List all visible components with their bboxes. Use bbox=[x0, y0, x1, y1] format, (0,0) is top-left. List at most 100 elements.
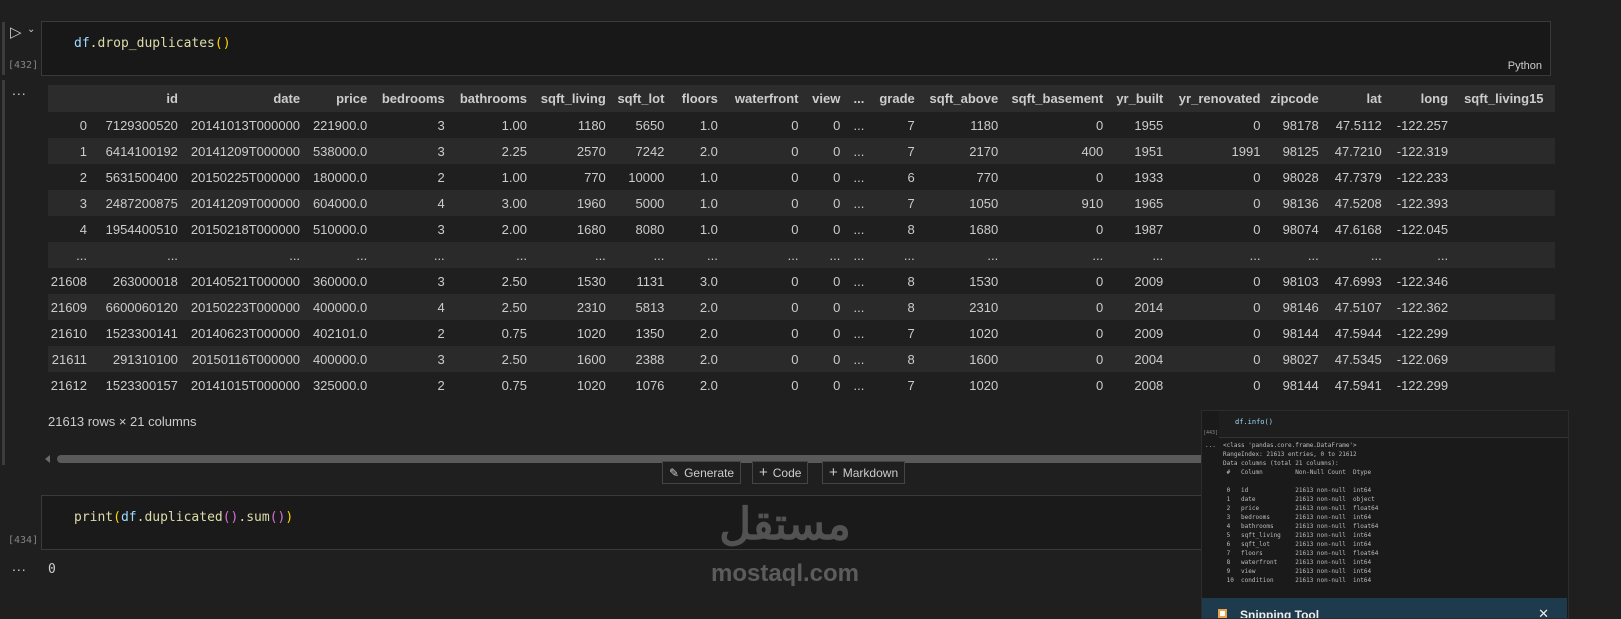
table-cell: 47.5345 bbox=[1334, 351, 1382, 367]
scroll-left-icon[interactable] bbox=[45, 455, 50, 463]
table-cell: ... bbox=[356, 247, 368, 263]
table-cell: 47.5112 bbox=[1335, 117, 1382, 133]
table-cell: ... bbox=[433, 247, 445, 263]
table-cell: 1955 bbox=[1134, 117, 1164, 133]
code-token: .sum bbox=[238, 510, 270, 525]
thumb-info-output: <class 'pandas.core.frame.DataFrame'> Ran… bbox=[1223, 441, 1378, 585]
table-cell: 1020 bbox=[576, 325, 606, 341]
generate-button[interactable]: ✎ Generate bbox=[662, 461, 742, 484]
table-cell: 5000 bbox=[635, 195, 665, 211]
row-index: 2 bbox=[79, 169, 87, 185]
table-row: ........................................… bbox=[48, 242, 1555, 268]
table-cell: ... bbox=[853, 325, 865, 341]
chevron-down-icon[interactable]: ⌄ bbox=[27, 24, 36, 35]
table-cell: 1991 bbox=[1231, 143, 1261, 159]
column-header: sqft_living15 bbox=[1464, 91, 1544, 106]
add-code-button[interactable]: + Code bbox=[752, 461, 809, 484]
table-cell: ... bbox=[1092, 247, 1104, 263]
table-cell: 47.5944 bbox=[1334, 325, 1382, 341]
table-cell: 2.0 bbox=[699, 377, 718, 393]
column-header: view bbox=[812, 91, 841, 106]
row-index: 21609 bbox=[50, 299, 87, 315]
table-cell: 47.5208 bbox=[1334, 195, 1382, 211]
thumb-code-cell: df.info() bbox=[1219, 411, 1568, 438]
table-cell: 0 bbox=[1253, 377, 1261, 393]
run-cell-icon[interactable]: ▷ bbox=[10, 24, 22, 41]
table-cell: 0 bbox=[1095, 299, 1104, 315]
table-cell: 3 bbox=[437, 273, 445, 289]
table-cell: 20140521T000000 bbox=[190, 273, 301, 289]
table-cell: 1.00 bbox=[501, 169, 527, 185]
table-cell: -122.233 bbox=[1396, 169, 1449, 185]
column-header: yr_built bbox=[1116, 91, 1164, 106]
table-cell: 770 bbox=[584, 169, 606, 185]
table-cell: 0 bbox=[833, 169, 841, 185]
column-header: bedrooms bbox=[381, 91, 445, 106]
row-index: 3 bbox=[79, 195, 87, 211]
table-cell bbox=[1456, 346, 1555, 372]
table-cell: 2.0 bbox=[699, 351, 718, 367]
table-cell: 0 bbox=[1095, 117, 1104, 133]
watermark-text: mostaql.com bbox=[710, 560, 860, 587]
table-cell: 2 bbox=[437, 169, 445, 185]
column-header: date bbox=[273, 91, 301, 106]
table-cell: 3 bbox=[437, 221, 445, 237]
table-cell: 47.5107 bbox=[1334, 299, 1382, 315]
thumb-info-line: 0 id 21613 non-null int64 bbox=[1223, 487, 1372, 494]
table-row: 2 5631500400 20150225T000000 180000.0 2 1.00 7… bbox=[48, 164, 1555, 190]
output-menu-icon[interactable]: ... bbox=[12, 558, 27, 574]
table-cell: -122.045 bbox=[1396, 221, 1449, 237]
screenshot-thumbnail[interactable]: df.info() [443] ... <class 'pandas.core.… bbox=[1201, 410, 1569, 619]
thumb-info-line: 7 floors 21613 non-null float64 bbox=[1223, 550, 1379, 557]
thumb-info-line: 1 date 21613 non-null object bbox=[1223, 496, 1375, 503]
table-cell: ... bbox=[1437, 247, 1449, 263]
column-header: bathrooms bbox=[459, 91, 527, 106]
table-cell: 7129300520 bbox=[105, 117, 178, 133]
table-row: 21612 1523300157 20141015T000000 325000.0 2 0… bbox=[48, 372, 1555, 395]
table-cell: 2170 bbox=[969, 143, 999, 159]
table-cell: 1523300141 bbox=[105, 325, 178, 341]
close-icon[interactable]: ✕ bbox=[1538, 606, 1549, 619]
table-cell: 98144 bbox=[1282, 377, 1319, 393]
table-cell: 47.7210 bbox=[1334, 143, 1382, 159]
table-cell: 0 bbox=[1253, 273, 1261, 289]
table-cell: 2.0 bbox=[699, 325, 718, 341]
table-cell bbox=[1456, 138, 1555, 164]
add-markdown-button[interactable]: + Markdown bbox=[822, 461, 906, 484]
table-cell: 20140623T000000 bbox=[190, 325, 301, 341]
table-cell: ... bbox=[594, 247, 606, 263]
table-cell: ... bbox=[853, 273, 865, 289]
output-menu-icon[interactable]: ... bbox=[12, 82, 27, 98]
code-line: df.drop_duplicates() bbox=[74, 36, 231, 51]
table-cell: 6600060120 bbox=[105, 299, 178, 315]
column-header: waterfront bbox=[734, 91, 799, 106]
horizontal-scrollbar[interactable] bbox=[57, 455, 1207, 463]
thumb-info-line: 3 bedrooms 21613 non-null int64 bbox=[1223, 514, 1372, 521]
snipping-tool-notification[interactable]: Snipping Tool ✕ bbox=[1202, 598, 1567, 619]
table-cell: ... bbox=[1152, 247, 1164, 263]
table-cell bbox=[1456, 372, 1555, 395]
table-cell: 3.0 bbox=[699, 273, 718, 289]
generate-label: Generate bbox=[684, 465, 735, 480]
code-token: print bbox=[74, 510, 114, 525]
table-cell: ... bbox=[516, 247, 527, 263]
table-cell: 1965 bbox=[1134, 195, 1164, 211]
table-cell: ... bbox=[853, 377, 865, 393]
table-cell: 360000.0 bbox=[312, 273, 368, 289]
row-index: 21610 bbox=[50, 325, 87, 341]
row-index: 21612 bbox=[50, 377, 87, 393]
table-cell: 0 bbox=[833, 377, 841, 393]
thumb-exec-count: [443] bbox=[1203, 430, 1219, 436]
language-label[interactable]: Python bbox=[1507, 60, 1542, 72]
code-cell-editor[interactable]: df.drop_duplicates() Python bbox=[41, 21, 1551, 76]
table-cell: ... bbox=[1307, 247, 1319, 263]
table-row: 21608 263000018 20140521T000000 360000.0 3 2.… bbox=[48, 268, 1555, 294]
table-cell: 2008 bbox=[1134, 377, 1164, 393]
table-cell: 1987 bbox=[1134, 221, 1164, 237]
table-cell: 1.0 bbox=[699, 221, 718, 237]
table-cell: 0 bbox=[1253, 325, 1261, 341]
table-cell: 47.7379 bbox=[1334, 169, 1382, 185]
table-cell: ... bbox=[787, 247, 799, 263]
table-cell: 8080 bbox=[635, 221, 665, 237]
thumb-info-line: RangeIndex: 21613 entries, 0 to 21612 bbox=[1223, 451, 1357, 458]
